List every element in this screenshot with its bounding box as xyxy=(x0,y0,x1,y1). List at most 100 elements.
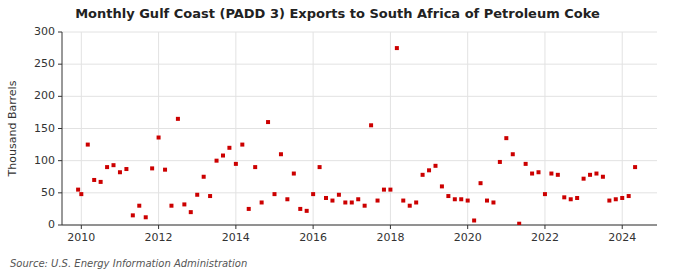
point xyxy=(253,165,257,169)
point xyxy=(131,213,135,217)
point xyxy=(150,166,154,170)
x-tick-label: 2020 xyxy=(454,231,482,244)
point xyxy=(614,197,618,201)
x-axis-line xyxy=(62,225,657,226)
point xyxy=(318,165,322,169)
point xyxy=(227,146,231,150)
x-grid-line xyxy=(158,32,159,225)
grid xyxy=(62,32,657,225)
point xyxy=(395,46,399,50)
point xyxy=(279,152,283,156)
point xyxy=(363,204,367,208)
point xyxy=(376,199,380,203)
x-tick-label: 2012 xyxy=(145,231,173,244)
y-tick-label: 100 xyxy=(34,154,55,167)
point xyxy=(240,143,244,147)
point xyxy=(511,152,515,156)
point xyxy=(427,168,431,172)
point xyxy=(118,170,122,174)
points xyxy=(76,46,637,225)
title: Monthly Gulf Coast (PADD 3) Exports to S… xyxy=(75,6,600,21)
x-grid-line xyxy=(390,32,391,225)
x-tick xyxy=(158,225,159,229)
y-tick xyxy=(58,96,62,97)
point xyxy=(517,222,521,225)
point xyxy=(189,210,193,214)
point xyxy=(266,120,270,124)
point xyxy=(556,173,560,177)
point xyxy=(234,162,238,166)
point xyxy=(356,197,360,201)
y-grid-line xyxy=(62,32,657,33)
x-tick xyxy=(467,225,468,229)
point xyxy=(330,199,334,203)
x-tick-label: 2010 xyxy=(67,231,95,244)
x-grid-line xyxy=(235,32,236,225)
point xyxy=(112,163,116,167)
x-tick-label: 2022 xyxy=(531,231,559,244)
x-tick-label: 2018 xyxy=(376,231,404,244)
chart: 0501001502002503002010201220142016201820… xyxy=(0,0,675,275)
y-tick xyxy=(58,64,62,65)
point xyxy=(433,164,437,168)
point xyxy=(350,200,354,204)
point xyxy=(182,202,186,206)
point xyxy=(575,196,579,200)
point xyxy=(562,195,566,199)
point xyxy=(92,178,96,182)
point xyxy=(86,143,90,147)
point xyxy=(79,192,83,196)
point xyxy=(208,194,212,198)
point xyxy=(530,172,534,176)
y-tick xyxy=(58,225,62,226)
point xyxy=(582,177,586,181)
point xyxy=(594,172,598,176)
point xyxy=(176,117,180,121)
point xyxy=(388,188,392,192)
point xyxy=(202,175,206,179)
source: Source: U.S. Energy Information Administ… xyxy=(10,258,247,269)
y-tick-label: 200 xyxy=(34,89,55,102)
y-grid-line xyxy=(62,96,657,97)
point xyxy=(414,200,418,204)
chart-container: 0501001502002503002010201220142016201820… xyxy=(0,0,675,275)
point xyxy=(337,193,341,197)
y-grid-line xyxy=(62,160,657,161)
y-grid-line xyxy=(62,225,657,226)
x-tick-label: 2024 xyxy=(608,231,636,244)
y-tick-label: 300 xyxy=(34,25,55,38)
point xyxy=(324,196,328,200)
point xyxy=(491,200,495,204)
point xyxy=(273,192,277,196)
point xyxy=(105,165,109,169)
y-tick-label: 250 xyxy=(34,57,55,70)
y-grid-line xyxy=(62,128,657,129)
point xyxy=(569,197,573,201)
x-tick xyxy=(622,225,623,229)
point xyxy=(421,173,425,177)
point xyxy=(215,159,219,163)
point xyxy=(588,173,592,177)
point xyxy=(537,170,541,174)
point xyxy=(543,192,547,196)
x-tick xyxy=(544,225,545,229)
point xyxy=(472,218,476,222)
axes: 0501001502002503002010201220142016201820… xyxy=(34,25,636,244)
point xyxy=(221,154,225,158)
point xyxy=(401,199,405,203)
point xyxy=(440,184,444,188)
point xyxy=(459,197,463,201)
point xyxy=(382,188,386,192)
x-tick xyxy=(235,225,236,229)
x-tick-label: 2014 xyxy=(222,231,250,244)
point xyxy=(627,194,631,198)
point xyxy=(137,204,141,208)
point xyxy=(163,168,167,172)
point xyxy=(498,160,502,164)
point xyxy=(260,200,264,204)
point xyxy=(99,180,103,184)
point xyxy=(144,215,148,219)
point xyxy=(76,188,80,192)
y-tick xyxy=(58,32,62,33)
point xyxy=(607,199,611,203)
